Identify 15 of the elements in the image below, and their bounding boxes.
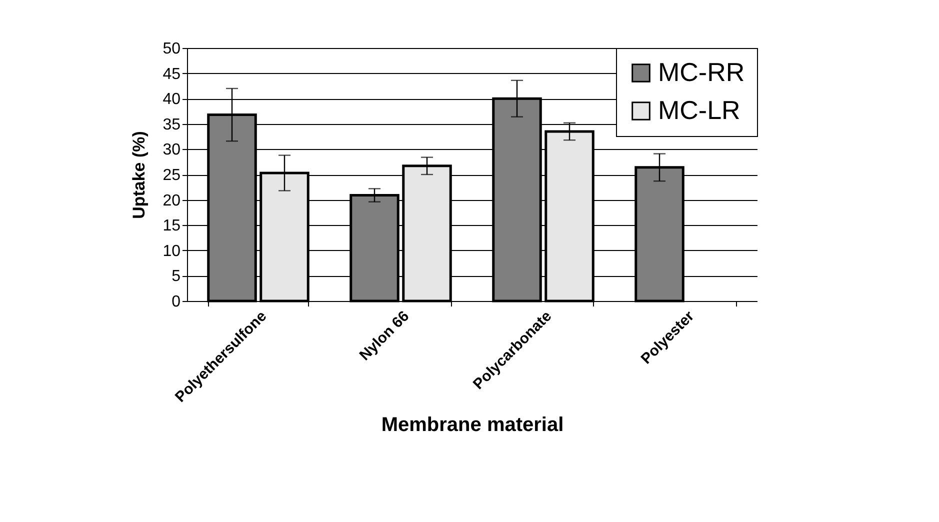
y-tick-label: 5 — [172, 268, 181, 286]
y-tick-label: 40 — [162, 91, 181, 108]
y-tick-label: 20 — [162, 192, 181, 210]
y-axis-title: Uptake (%) — [130, 131, 149, 219]
y-tick-label: 10 — [162, 242, 181, 260]
y-tick-label: 15 — [162, 218, 181, 235]
legend-label: MC-LR — [658, 95, 740, 125]
y-tick-label: 50 — [162, 40, 181, 58]
y-tick-label: 45 — [162, 66, 181, 83]
legend-label: MC-RR — [658, 57, 745, 87]
y-tick-label: 25 — [162, 167, 181, 184]
y-tick-label: 0 — [172, 294, 181, 310]
x-axis-title: Membrane material — [381, 414, 564, 436]
y-tick-label: 30 — [162, 142, 181, 159]
y-tick-label: 35 — [162, 116, 181, 134]
